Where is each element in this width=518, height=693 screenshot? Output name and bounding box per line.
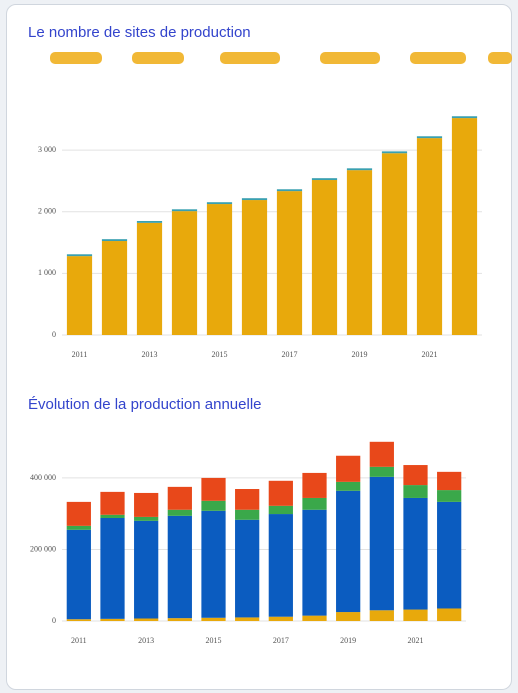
bar-segment (66, 619, 91, 621)
bar-segment (201, 500, 226, 511)
bar-segment (276, 191, 303, 335)
bar-segment (403, 609, 428, 621)
bar-segment (302, 615, 327, 621)
bar-segment (241, 198, 268, 201)
bar-segment (171, 211, 198, 335)
bar-segment (403, 497, 428, 610)
bar-segment (66, 256, 93, 335)
bar-segment (302, 509, 327, 616)
chart-title: Le nombre de sites de production (28, 24, 251, 41)
bar-segment (268, 505, 293, 515)
x-tick-label: 2019 (340, 636, 356, 645)
bar-segment (167, 515, 192, 619)
bar-segment (136, 222, 163, 335)
bar-segment (66, 254, 93, 257)
bar-segment (381, 153, 408, 335)
bar-segment (437, 608, 462, 621)
bar-segment (302, 472, 327, 498)
bar-segment (403, 465, 428, 486)
bar-segment (416, 136, 443, 139)
x-tick-label: 2017 (273, 636, 289, 645)
x-tick-label: 2013 (138, 636, 154, 645)
bar-segment (134, 516, 159, 521)
bar-segment (134, 520, 159, 619)
bar-segment (451, 118, 478, 335)
bar-segment (235, 489, 260, 510)
y-tick-label: 200 000 (30, 544, 56, 553)
bar-segment (235, 509, 260, 520)
bar-segment (201, 510, 226, 618)
bar-segment (346, 168, 373, 171)
bar-segment (381, 151, 408, 154)
bar-segment (201, 617, 226, 621)
bar-segment (311, 180, 338, 335)
bar-segment (206, 202, 233, 205)
bar-segment (311, 178, 338, 181)
bar-segment (346, 170, 373, 335)
bar-segment (369, 476, 394, 611)
bar-segment (268, 616, 293, 621)
bar-segment (66, 525, 91, 530)
bar-segment (167, 618, 192, 621)
bar-segment (100, 618, 125, 621)
bar-segment (66, 529, 91, 620)
bar-segment (201, 477, 226, 501)
y-tick-label: 400 000 (30, 473, 56, 482)
y-tick-label: 0 (52, 330, 56, 339)
bar-segment (235, 617, 260, 621)
bar-segment (100, 514, 125, 518)
bar-segment (66, 501, 91, 526)
bar-segment (134, 492, 159, 517)
bar-segment (416, 138, 443, 335)
bar-segment (100, 517, 125, 619)
bar-segment (167, 486, 192, 510)
bar-segment (437, 471, 462, 491)
bar-segment (206, 204, 233, 335)
y-tick-label: 3 000 (38, 145, 56, 154)
x-tick-label: 2015 (206, 636, 222, 645)
bar-segment (241, 200, 268, 335)
bar-segment (167, 509, 192, 516)
y-tick-label: 0 (52, 616, 56, 625)
x-tick-label: 2013 (142, 350, 158, 359)
y-tick-label: 2 000 (38, 207, 56, 216)
bar-segment (336, 612, 361, 621)
bar-segment (369, 466, 394, 477)
x-tick-label: 2021 (408, 636, 424, 645)
bar-segment (101, 241, 128, 335)
x-tick-label: 2015 (212, 350, 228, 359)
bar-segment (369, 610, 394, 621)
bar-segment (101, 239, 128, 242)
x-tick-label: 2011 (72, 350, 88, 359)
bar-segment (134, 618, 159, 621)
bar-segment (369, 441, 394, 467)
bar-segment (302, 497, 327, 510)
x-tick-label: 2019 (352, 350, 368, 359)
bar-segment (276, 189, 303, 192)
bar-segment (451, 116, 478, 119)
bar-segment (268, 480, 293, 506)
bar-segment (100, 491, 125, 515)
bar-segment (268, 514, 293, 617)
x-tick-label: 2021 (422, 350, 438, 359)
chart-title: Évolution de la production annuelle (28, 396, 262, 413)
bar-segment (336, 455, 361, 482)
bar-segment (403, 485, 428, 498)
x-tick-label: 2017 (282, 350, 298, 359)
bar-segment (336, 481, 361, 491)
x-tick-label: 2011 (71, 636, 87, 645)
decor-band (50, 52, 512, 64)
bar-segment (171, 209, 198, 212)
y-tick-label: 1 000 (38, 268, 56, 277)
bar-segment (437, 490, 462, 502)
bar-segment (136, 221, 163, 223)
bar-segment (437, 501, 462, 609)
bar-segment (336, 490, 361, 613)
bar-segment (235, 519, 260, 618)
